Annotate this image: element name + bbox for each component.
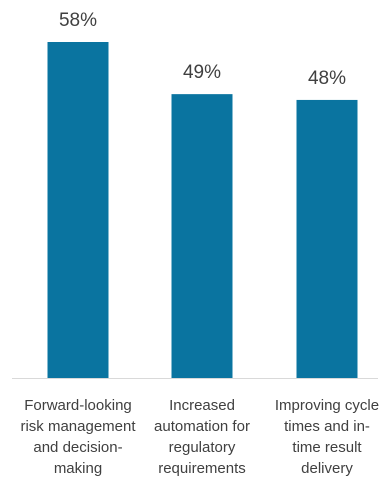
category-label-line: and decision- (33, 439, 122, 456)
category-label-line: making (54, 460, 102, 477)
category-label-line: times and in- (284, 418, 370, 435)
category-label-2: Increased automation for regulatory require… (154, 397, 250, 477)
category-label-3: Improving cycle times and in-time result d… (275, 397, 379, 477)
data-label-1: 58% (59, 10, 97, 31)
bar-1 (47, 42, 109, 378)
bar-3 (296, 99, 358, 379)
data-label-3: 48% (308, 68, 346, 89)
category-label-line: time result (292, 439, 362, 456)
value-label-group: 58% 49% 48% (59, 10, 346, 89)
bar-group (47, 42, 358, 379)
category-label-line: requirements (158, 460, 246, 477)
category-label-line: Increased (169, 397, 235, 414)
data-label-2: 49% (183, 62, 221, 83)
category-label-line: Improving cycle (275, 397, 379, 414)
category-label-line: Forward-looking (24, 397, 132, 414)
category-label-line: automation for (154, 418, 250, 435)
category-label-line: regulatory (169, 439, 236, 456)
category-label-group: Forward-looking risk management and decisi… (20, 397, 379, 477)
category-label-line: delivery (301, 460, 353, 477)
category-label-1: Forward-looking risk management and decisi… (20, 397, 136, 477)
category-label-line: risk management (20, 418, 136, 435)
bar-2 (171, 94, 233, 378)
